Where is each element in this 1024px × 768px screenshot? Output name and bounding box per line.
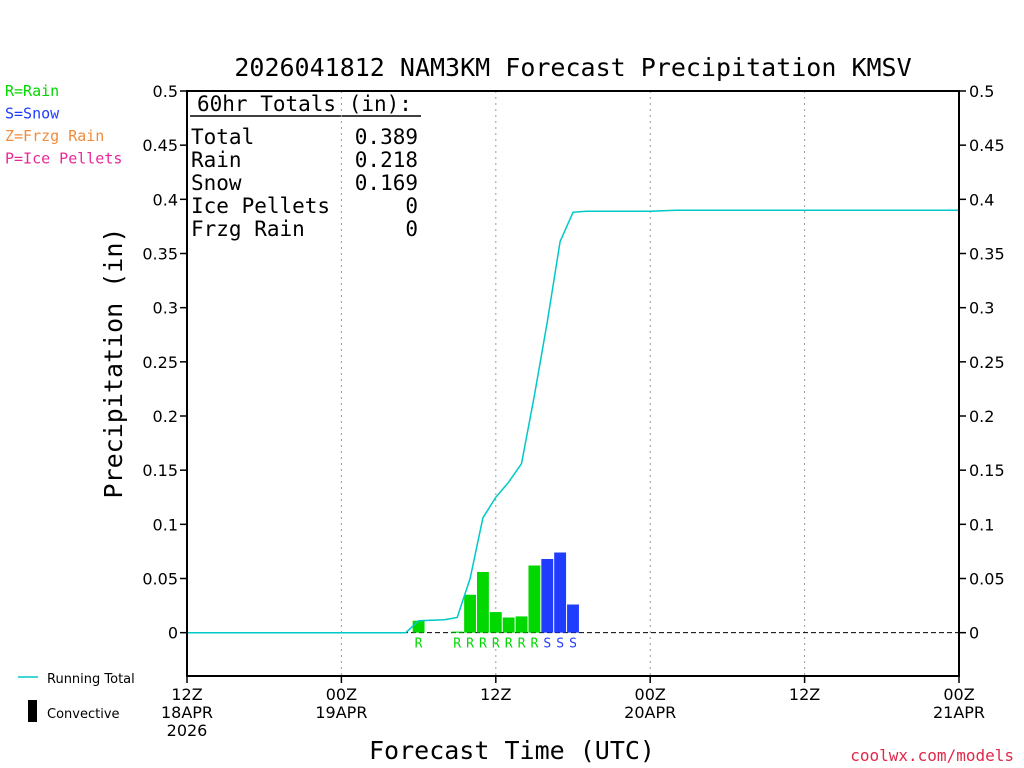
x-tick-label: 12Z: [480, 685, 511, 704]
precip-type-letter: R: [505, 637, 513, 652]
precip-type-letter: R: [492, 637, 500, 652]
legend-label: Running Total: [47, 672, 135, 687]
x-tick-label: 21APR: [933, 703, 985, 722]
y-tick-label-right: 0.45: [969, 136, 1005, 155]
precip-type-legend-item: R=Rain: [5, 82, 59, 100]
y-tick-label-right: 0.1: [969, 515, 994, 534]
y-tick-label-left: 0: [168, 624, 178, 643]
y-tick-label-left: 0.45: [142, 136, 178, 155]
axes: 0 00.05 0.050.1 0.10.15 0.150.2 0.20.25 0.250.…: [142, 82, 1004, 740]
precip-type-letter: R: [530, 637, 538, 652]
precip-bar: [515, 616, 528, 633]
y-tick-label-left: 0.2: [153, 407, 178, 426]
totals-rows: Total 0.389 Rain 0.218 Snow 0.169 Ice Pellets 0…: [191, 125, 418, 241]
y-tick-label-right: 0: [969, 624, 979, 643]
totals-row-label: Rain: [191, 148, 242, 172]
precip-type-legend-item: S=Snow: [5, 105, 60, 123]
precip-type-letter: R: [518, 637, 526, 652]
totals-row-value: 0.389: [355, 125, 418, 149]
legend-label: Convective: [47, 707, 120, 722]
y-tick-label-left: 0.25: [142, 353, 178, 372]
precip-type-legend-item: Z=Frzg Rain: [5, 127, 104, 145]
precip-type-letter: S: [569, 637, 577, 652]
y-tick-label-right: 0.2: [969, 407, 994, 426]
x-tick-label: 19APR: [315, 703, 367, 722]
y-tick-label-right: 0.35: [969, 245, 1005, 264]
totals-header: 60hr Totals (in):: [197, 92, 412, 116]
precip-type-legend-item: P=Ice Pellets: [5, 150, 122, 168]
precip-bar: [502, 617, 515, 633]
totals-row-value: 0: [405, 217, 418, 241]
credit-text: coolwx.com/models: [850, 746, 1014, 765]
totals-row-label: Ice Pellets: [191, 194, 330, 218]
y-tick-label-left: 0.4: [153, 190, 178, 209]
chart-title: 2026041812 NAM3KM Forecast Precipitation…: [234, 53, 911, 82]
x-tick-label: 00Z: [326, 685, 357, 704]
x-tick-label: 00Z: [943, 685, 974, 704]
totals-row-label: Snow: [191, 171, 242, 195]
totals-row-value: 0: [405, 194, 418, 218]
x-tick-label: 12Z: [171, 685, 202, 704]
totals-row-label: Total: [191, 125, 254, 149]
precip-bar: [412, 620, 425, 633]
y-tick-label-left: 0.05: [142, 570, 178, 589]
precip-type-letter: S: [556, 637, 564, 652]
x-tick-label: 18APR: [161, 703, 213, 722]
running-total-line: [187, 209, 959, 634]
y-tick-label-left: 0.15: [142, 461, 178, 480]
precip-bar: [489, 612, 502, 633]
precip-type-letter: R: [466, 637, 474, 652]
y-tick-label-right: 0.15: [969, 461, 1005, 480]
y-tick-label-left: 0.5: [153, 82, 178, 101]
y-tick-label-left: 0.35: [142, 245, 178, 264]
y-axis-label: Precipitation (in): [99, 228, 128, 499]
precip-type-letter: R: [415, 637, 423, 652]
y-tick-label-right: 0.25: [969, 353, 1005, 372]
precip-type-legend: R=Rain S=Snow Z=Frzg Rain P=Ice Pellets: [5, 82, 122, 168]
precip-bar: [477, 572, 489, 633]
legend-block-swatch: [28, 700, 37, 722]
precip-type-letter: S: [543, 637, 551, 652]
y-tick-label-right: 0.5: [969, 82, 994, 101]
totals-row-value: 0.218: [355, 148, 418, 172]
totals-row-value: 0.169: [355, 171, 418, 195]
y-tick-label-left: 0.3: [153, 299, 178, 318]
y-tick-label-right: 0.05: [969, 570, 1005, 589]
y-tick-label-right: 0.3: [969, 299, 994, 318]
precip-bar: [451, 631, 464, 633]
precip-type-letter: R: [479, 637, 487, 652]
x-tick-label: 20APR: [624, 703, 676, 722]
totals-box: 60hr Totals (in): Total 0.389 Rain 0.218 Sno…: [190, 92, 421, 241]
precip-bar: [567, 604, 579, 633]
y-tick-label-right: 0.4: [969, 190, 994, 209]
x-axis-label: Forecast Time (UTC): [369, 736, 655, 765]
x-tick-label: 00Z: [635, 685, 666, 704]
totals-row-label: Frzg Rain: [191, 217, 305, 241]
y-tick-label-left: 0.1: [153, 515, 178, 534]
precip-bar: [464, 594, 476, 633]
grid-lines: [187, 91, 959, 676]
precip-bar: [554, 552, 567, 633]
x-tick-label: 12Z: [789, 685, 820, 704]
precip-type-letter: R: [453, 637, 461, 652]
x-tick-label: 2026: [167, 721, 208, 740]
bars: [412, 552, 579, 633]
legend: Running Total Convective: [18, 672, 135, 722]
plot-frame: [186, 90, 960, 677]
precip-bar: [528, 565, 541, 633]
precip-bar: [541, 559, 554, 633]
running-total-series: [187, 209, 959, 634]
